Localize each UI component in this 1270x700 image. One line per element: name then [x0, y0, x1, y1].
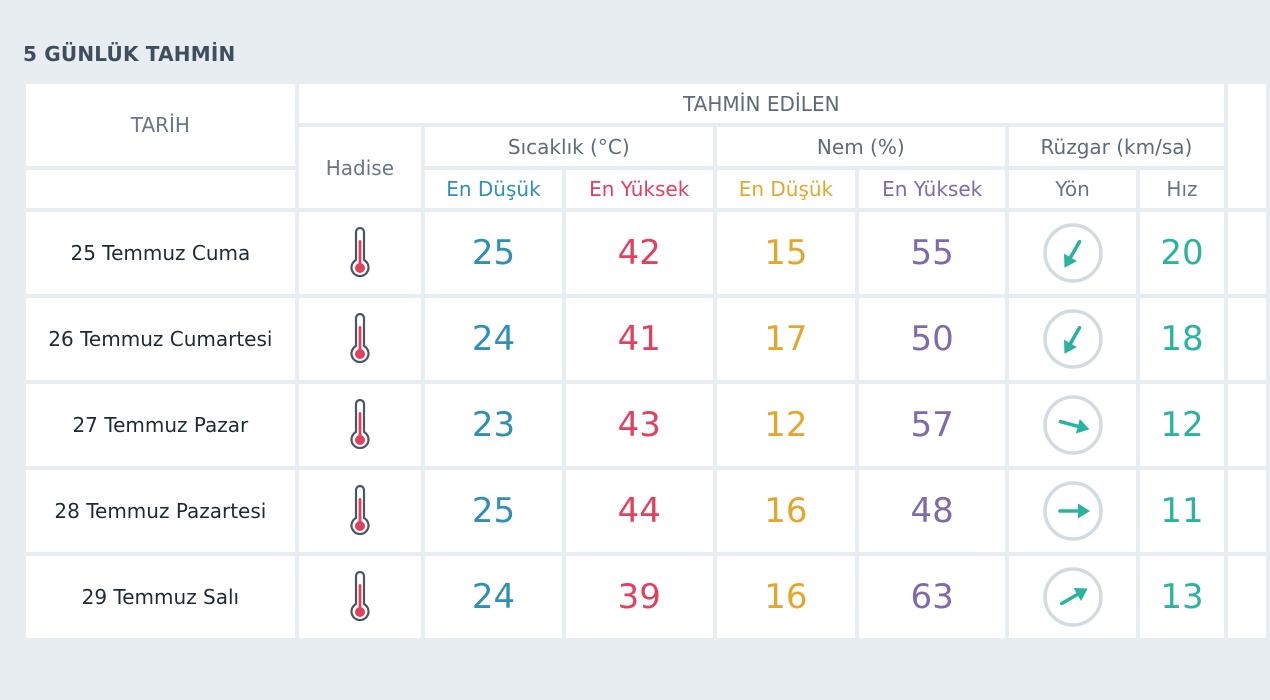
header-hum-max: En Yüksek — [859, 170, 1006, 208]
thermometer-icon — [347, 227, 373, 278]
header-wind-speed: Hız — [1140, 170, 1224, 208]
row-edge — [1227, 212, 1266, 294]
hum-min-cell: 17 — [716, 298, 856, 380]
temp-min-cell: 24 — [425, 556, 562, 638]
header-tahmin-edilen: TAHMİN EDİLEN — [298, 84, 1224, 123]
hum-min-cell: 16 — [716, 470, 856, 552]
wind-dir-cell — [1009, 556, 1137, 638]
date-cell: 29 Temmuz Salı — [26, 556, 295, 638]
header-hadise: Hadise — [298, 127, 422, 208]
hum-max-cell: 48 — [859, 470, 1006, 552]
wind-dir-cell — [1009, 470, 1137, 552]
header-temp-min: En Düşük — [425, 170, 562, 208]
date-cell: 25 Temmuz Cuma — [26, 212, 295, 294]
hum-max-cell: 55 — [859, 212, 1006, 294]
wind-direction-icon — [1041, 309, 1105, 369]
header-nem: Nem (%) — [716, 127, 1006, 166]
temp-max-cell: 43 — [565, 384, 713, 466]
temp-max-cell: 41 — [565, 298, 713, 380]
header-tarih: TARİH — [26, 84, 295, 166]
hum-max-cell: 57 — [859, 384, 1006, 466]
hum-min-cell: 12 — [716, 384, 856, 466]
table-row: 25 Temmuz Cuma 25 42 15 55 20 — [26, 212, 1266, 294]
wind-speed-cell: 13 — [1140, 556, 1224, 638]
header-temp-max: En Yüksek — [565, 170, 713, 208]
wind-direction-icon — [1041, 223, 1105, 283]
wind-speed-cell: 20 — [1140, 212, 1224, 294]
table-row: 27 Temmuz Pazar 23 43 12 57 12 — [26, 384, 1266, 466]
thermometer-icon — [347, 399, 373, 450]
temp-min-cell: 23 — [425, 384, 562, 466]
table-row: 26 Temmuz Cumartesi 24 41 17 50 18 — [26, 298, 1266, 380]
wind-speed-cell: 11 — [1140, 470, 1224, 552]
date-cell: 26 Temmuz Cumartesi — [26, 298, 295, 380]
hum-min-cell: 15 — [716, 212, 856, 294]
wind-direction-icon — [1041, 481, 1105, 541]
hadise-cell — [298, 298, 422, 380]
wind-speed-cell: 18 — [1140, 298, 1224, 380]
temp-max-cell: 42 — [565, 212, 713, 294]
thermometer-icon — [347, 485, 373, 536]
temp-max-cell: 39 — [565, 556, 713, 638]
thermometer-icon — [347, 571, 373, 622]
hum-max-cell: 50 — [859, 298, 1006, 380]
row-edge — [1227, 470, 1266, 552]
header-tarih-spacer — [26, 170, 295, 208]
temp-min-cell: 24 — [425, 298, 562, 380]
table-row: 29 Temmuz Salı 24 39 16 63 13 — [26, 556, 1266, 638]
temp-min-cell: 25 — [425, 470, 562, 552]
temp-max-cell: 44 — [565, 470, 713, 552]
wind-direction-icon — [1041, 567, 1105, 627]
wind-speed-cell: 12 — [1140, 384, 1224, 466]
hadise-cell — [298, 556, 422, 638]
table-row: 28 Temmuz Pazartesi 25 44 16 48 11 — [26, 470, 1266, 552]
row-edge — [1227, 556, 1266, 638]
date-cell: 27 Temmuz Pazar — [26, 384, 295, 466]
wind-dir-cell — [1009, 384, 1137, 466]
hadise-cell — [298, 470, 422, 552]
row-edge — [1227, 384, 1266, 466]
hadise-cell — [298, 212, 422, 294]
section-title: 5 GÜNLÜK TAHMİN — [23, 42, 236, 66]
hum-max-cell: 63 — [859, 556, 1006, 638]
header-wind-dir: Yön — [1009, 170, 1137, 208]
wind-dir-cell — [1009, 298, 1137, 380]
wind-dir-cell — [1009, 212, 1137, 294]
row-edge — [1227, 298, 1266, 380]
hum-min-cell: 16 — [716, 556, 856, 638]
hadise-cell — [298, 384, 422, 466]
date-cell: 28 Temmuz Pazartesi — [26, 470, 295, 552]
header-edge — [1227, 84, 1266, 208]
temp-min-cell: 25 — [425, 212, 562, 294]
header-hum-min: En Düşük — [716, 170, 856, 208]
header-ruzgar: Rüzgar (km/sa) — [1009, 127, 1224, 166]
wind-direction-icon — [1041, 395, 1105, 455]
forecast-table: TARİH TAHMİN EDİLEN Hadise Sıcaklık (°C)… — [22, 80, 1270, 642]
header-sicaklik: Sıcaklık (°C) — [425, 127, 713, 166]
thermometer-icon — [347, 313, 373, 364]
